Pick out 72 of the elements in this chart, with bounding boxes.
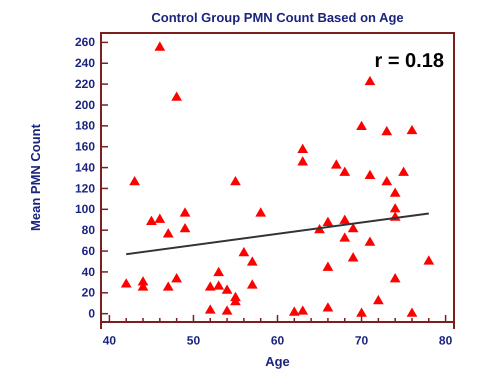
point <box>322 302 334 312</box>
point <box>356 307 367 317</box>
y-tick-label: 20 <box>82 286 96 300</box>
point <box>297 156 308 166</box>
point <box>390 273 401 282</box>
point <box>339 232 350 242</box>
point <box>213 280 224 290</box>
point <box>204 304 216 314</box>
point <box>423 255 434 265</box>
point <box>356 120 367 130</box>
point <box>288 306 300 316</box>
point <box>381 126 392 136</box>
point <box>297 305 308 315</box>
point <box>180 222 190 232</box>
point <box>406 307 418 317</box>
y-tick-label: 100 <box>74 202 96 216</box>
point <box>339 166 350 176</box>
point <box>330 159 342 169</box>
point <box>222 305 232 315</box>
point <box>146 216 157 225</box>
point <box>364 170 376 180</box>
y-tick-label: 180 <box>74 118 96 133</box>
point <box>246 256 258 266</box>
y-tick-label: 140 <box>74 160 96 174</box>
point <box>162 281 174 291</box>
point <box>238 246 250 256</box>
point <box>364 76 376 86</box>
point <box>154 41 166 51</box>
point <box>322 262 334 271</box>
point <box>390 203 401 212</box>
point <box>120 278 132 288</box>
point <box>381 176 392 186</box>
point <box>348 252 359 262</box>
y-tick-label: 80 <box>82 223 96 238</box>
y-tick-label: 160 <box>74 140 96 154</box>
point <box>390 187 401 197</box>
point <box>372 294 384 304</box>
point <box>398 166 409 176</box>
point <box>180 207 190 217</box>
x-tick-label: 50 <box>186 334 200 348</box>
point <box>162 228 174 238</box>
x-tick-label: 80 <box>438 334 453 348</box>
y-tick-label: 240 <box>74 56 96 70</box>
y-tick-label: 40 <box>82 264 96 279</box>
point <box>322 216 334 226</box>
y-tick-label: 200 <box>74 98 96 112</box>
x-axis-title: Age <box>265 354 290 369</box>
x-tick-label: 60 <box>270 334 284 348</box>
chart-title: Control Group PMN Count Based on Age <box>151 10 404 25</box>
point <box>297 144 308 153</box>
point <box>213 266 224 276</box>
point <box>406 124 418 134</box>
annotation: r = 0.18 <box>374 50 444 72</box>
point <box>364 236 376 246</box>
point <box>230 176 241 186</box>
point <box>246 279 258 289</box>
point <box>171 91 182 101</box>
y-tick-label: 60 <box>82 244 96 258</box>
point <box>339 214 350 224</box>
y-axis-title: Mean PMN Count <box>28 123 43 231</box>
point <box>222 284 232 294</box>
y-tick-label: 220 <box>74 76 96 91</box>
point <box>154 214 166 223</box>
x-tick-label: 70 <box>354 334 369 348</box>
point <box>171 273 182 282</box>
x-tick-label: 40 <box>102 334 116 348</box>
point <box>204 281 216 291</box>
y-tick-label: 0 <box>88 306 96 320</box>
y-tick-label: 120 <box>74 181 96 196</box>
point <box>255 207 266 217</box>
point <box>129 176 140 186</box>
y-tick-label: 260 <box>74 35 96 50</box>
